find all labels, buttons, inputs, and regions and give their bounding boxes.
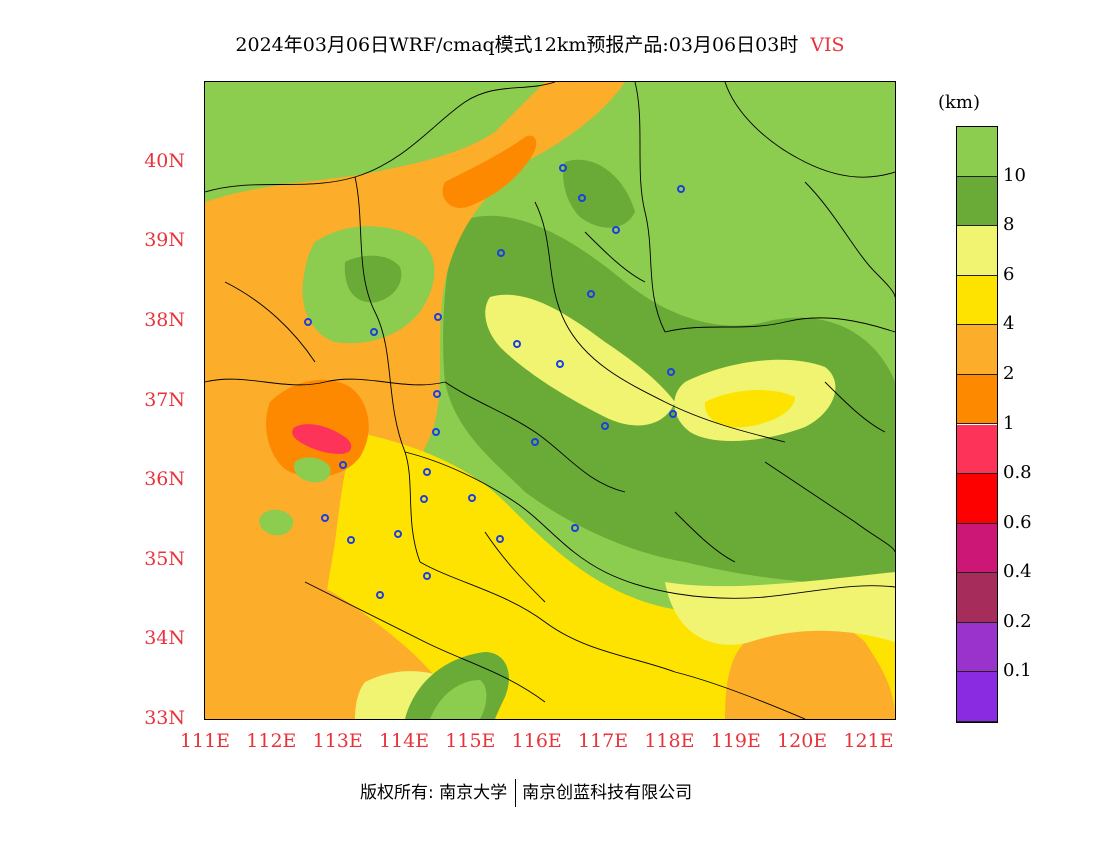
vis-zone-4km-east xyxy=(704,390,795,428)
colorbar-swatch xyxy=(957,374,997,425)
lon-tick-label: 116E xyxy=(511,730,562,752)
vis-zone-10km-south xyxy=(430,680,487,719)
city-marker xyxy=(423,572,431,580)
colorbar-swatch xyxy=(957,672,997,722)
colorbar-swatch xyxy=(957,325,997,375)
city-marker xyxy=(321,514,329,522)
footer-company: 南京创蓝科技有限公司 xyxy=(522,783,693,803)
city-marker xyxy=(559,164,567,172)
footer-copyright: 版权所有: 南京大学 xyxy=(360,783,508,803)
city-marker xyxy=(432,428,440,436)
colorbar-label: 0.6 xyxy=(1003,511,1032,533)
vis-zone-0_8km-hotspot xyxy=(292,424,352,454)
colorbar-label: 6 xyxy=(1003,263,1015,285)
lat-tick-label: 40N xyxy=(144,149,185,172)
lat-tick-label: 38N xyxy=(144,308,185,331)
city-markers xyxy=(304,164,685,599)
colorbar-label: 8 xyxy=(1003,214,1015,236)
lon-tick-label: 112E xyxy=(246,730,297,752)
colorbar-swatch xyxy=(957,474,997,524)
city-marker xyxy=(420,495,428,503)
colorbar-label: 2 xyxy=(1003,362,1015,384)
lat-tick-label: 39N xyxy=(144,229,185,252)
lon-tick-label: 121E xyxy=(843,730,894,752)
lat-tick-label: 36N xyxy=(144,468,185,491)
lon-tick-label: 117E xyxy=(577,730,629,752)
city-marker xyxy=(496,535,504,543)
colorbar-swatch xyxy=(957,226,997,276)
vis-zone-2km-north xyxy=(205,82,605,252)
city-marker xyxy=(347,536,355,544)
colorbar-swatch xyxy=(957,275,997,326)
colorbar-swatch xyxy=(957,622,997,673)
vis-zone-10km-island-southwest xyxy=(259,509,294,536)
lat-tick-label: 37N xyxy=(144,388,185,411)
footer: 版权所有: 南京大学 南京创蓝科技有限公司 xyxy=(360,778,692,807)
city-marker xyxy=(556,360,564,368)
lon-tick-label: 115E xyxy=(445,730,496,752)
city-marker xyxy=(304,318,312,326)
colorbar-label: 0.4 xyxy=(1003,561,1032,583)
vis-zone-6km-southeast xyxy=(665,572,895,645)
city-marker xyxy=(468,494,476,502)
title-variable: VIS xyxy=(810,34,845,56)
lon-tick-label: 111E xyxy=(179,730,231,752)
city-marker xyxy=(513,340,521,348)
lat-tick-label: 35N xyxy=(144,547,185,570)
vis-zone-1km-north xyxy=(442,135,537,208)
vis-zone-10km-island-west xyxy=(294,457,331,483)
colorbar-label: 0.8 xyxy=(1003,462,1032,484)
colorbar-label: 10 xyxy=(1003,164,1026,186)
vis-zone-8km-north xyxy=(563,159,635,228)
legend-unit: (km) xyxy=(938,92,981,113)
vis-zone-6km-center xyxy=(485,294,675,426)
colorbar-swatch xyxy=(957,424,997,475)
city-marker xyxy=(394,530,402,538)
vis-zone-2km-west xyxy=(205,82,625,719)
city-marker xyxy=(497,249,505,257)
map-svg xyxy=(205,82,895,719)
city-marker xyxy=(423,468,431,476)
title-main: 2024年03月06日WRF/cmaq模式12km预报产品:03月06日03时 xyxy=(235,34,799,56)
footer-separator xyxy=(515,779,517,807)
lon-tick-label: 120E xyxy=(777,730,828,752)
city-marker xyxy=(434,313,442,321)
city-marker xyxy=(433,390,441,398)
city-marker xyxy=(669,410,677,418)
vis-zone-8km-west xyxy=(344,255,402,303)
city-marker xyxy=(601,422,609,430)
colorbar-swatch xyxy=(957,523,997,574)
lat-tick-label: 34N xyxy=(144,627,185,650)
city-marker xyxy=(677,185,685,193)
visibility-map xyxy=(204,81,896,720)
city-marker xyxy=(531,438,539,446)
city-marker xyxy=(587,290,595,298)
colorbar-label: 0.2 xyxy=(1003,610,1032,632)
city-marker xyxy=(571,524,579,532)
city-marker xyxy=(339,461,347,469)
lon-tick-label: 118E xyxy=(644,730,695,752)
city-marker xyxy=(376,591,384,599)
chart-title: 2024年03月06日WRF/cmaq模式12km预报产品:03月06日03时 V… xyxy=(0,30,1080,57)
city-marker xyxy=(667,368,675,376)
colorbar-label: 0.1 xyxy=(1003,660,1032,682)
colorbar-label: 4 xyxy=(1003,313,1015,335)
map-panel xyxy=(204,81,896,720)
lon-tick-label: 114E xyxy=(378,730,430,752)
colorbar-label: 1 xyxy=(1003,412,1015,434)
lon-tick-label: 119E xyxy=(710,730,761,752)
colorbar-swatch xyxy=(957,573,997,623)
colorbar xyxy=(956,126,998,723)
lat-tick-label: 33N xyxy=(144,707,185,729)
city-marker xyxy=(370,328,378,336)
city-marker xyxy=(578,194,586,202)
colorbar-swatch xyxy=(957,176,997,227)
city-marker xyxy=(612,226,620,234)
lon-tick-label: 113E xyxy=(312,730,363,752)
colorbar-swatch xyxy=(957,127,997,177)
vis-zone-2km-southeast xyxy=(725,623,895,719)
admin-boundaries xyxy=(205,82,895,719)
